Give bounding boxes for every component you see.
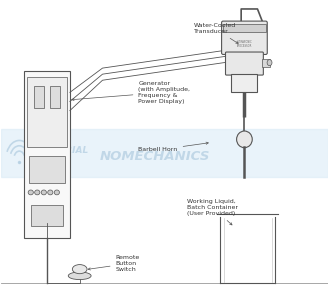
Circle shape (41, 190, 46, 195)
Text: NOMECHANICS: NOMECHANICS (99, 150, 210, 162)
Ellipse shape (237, 131, 252, 148)
Circle shape (28, 190, 33, 195)
FancyBboxPatch shape (225, 52, 263, 75)
Bar (262, 59, 269, 67)
Text: Generator
(with Amplitude,
Frequency &
Power Display): Generator (with Amplitude, Frequency & P… (72, 81, 190, 103)
Bar (28, 77, 67, 147)
Text: Water-Cooled
Transducer: Water-Cooled Transducer (194, 23, 238, 43)
Bar (1, 129, 328, 177)
Text: Barbell Horn: Barbell Horn (139, 142, 208, 152)
Bar (34, 86, 44, 107)
Ellipse shape (72, 265, 87, 274)
Circle shape (54, 190, 60, 195)
Circle shape (35, 190, 40, 195)
Bar (231, 74, 258, 92)
Bar (50, 86, 60, 107)
Text: Remote
Button
Switch: Remote Button Switch (88, 256, 140, 272)
Ellipse shape (68, 272, 91, 280)
Text: INDUSTRIAL: INDUSTRIAL (28, 146, 89, 155)
Circle shape (48, 190, 53, 195)
Ellipse shape (267, 60, 272, 66)
Text: Working Liquid,
Batch Container
(User Provided): Working Liquid, Batch Container (User Pr… (187, 199, 238, 225)
Bar (223, 24, 266, 32)
Bar (24, 71, 70, 238)
Bar (31, 204, 63, 226)
Bar (29, 156, 65, 183)
FancyBboxPatch shape (222, 21, 267, 54)
Text: ULTRASONIC
PROCESSOR: ULTRASONIC PROCESSOR (237, 39, 252, 48)
